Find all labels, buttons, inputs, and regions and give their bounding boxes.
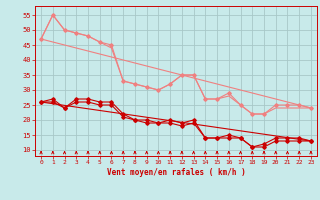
X-axis label: Vent moyen/en rafales ( km/h ): Vent moyen/en rafales ( km/h ) bbox=[107, 168, 245, 177]
